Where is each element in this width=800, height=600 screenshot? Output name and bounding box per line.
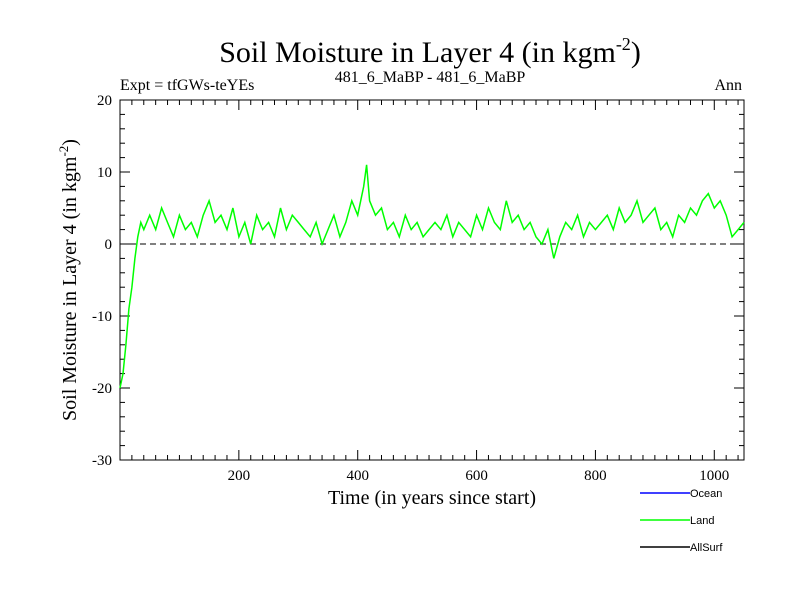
- chart-title: Soil Moisture in Layer 4 (in kgm-2): [219, 34, 641, 69]
- axis-ticks: [120, 99, 744, 461]
- period-label: Ann: [714, 77, 742, 94]
- experiment-label: Expt = tfGWs-teYEs: [120, 77, 254, 94]
- y-axis-label: Soil Moisture in Layer 4 (in kgm-2): [56, 139, 81, 421]
- y-tick-label: -20: [92, 381, 112, 397]
- legend-label-land: Land: [690, 515, 714, 527]
- y-tick-label: -30: [92, 453, 112, 469]
- y-tick-label: 10: [97, 165, 112, 181]
- x-tick-label: 1000: [699, 468, 729, 484]
- x-tick-label: 400: [346, 468, 369, 484]
- x-tick-label: 800: [584, 468, 607, 484]
- y-tick-label: 0: [105, 237, 113, 253]
- axis-tick-labels: 200 400 600 800 1000 -30 -20 -10 0 10 20: [92, 93, 729, 484]
- legend-label-ocean: Ocean: [690, 488, 722, 500]
- y-tick-label: 20: [97, 93, 112, 109]
- land-series-line: [119, 164, 745, 389]
- legend-label-allsurf: AllSurf: [690, 542, 723, 554]
- x-axis-label: Time (in years since start): [328, 487, 536, 509]
- x-tick-label: 600: [465, 468, 488, 484]
- x-tick-label: 200: [228, 468, 251, 484]
- run-comparison-label: 481_6_MaBP - 481_6_MaBP: [335, 69, 526, 86]
- legend: Ocean Land AllSurf: [640, 488, 723, 554]
- plot-frame: [119, 99, 745, 461]
- y-tick-label: -10: [92, 309, 112, 325]
